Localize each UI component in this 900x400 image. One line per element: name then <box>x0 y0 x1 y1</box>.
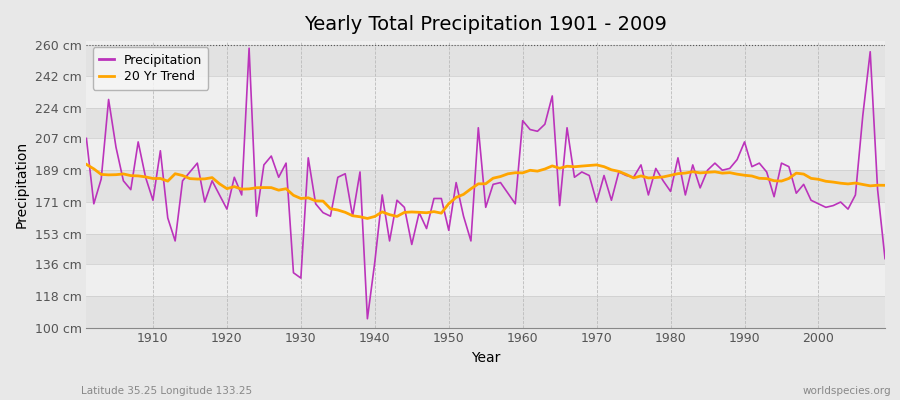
20 Yr Trend <box>518 170 528 175</box>
20 Yr Trend <box>81 162 92 167</box>
Precipitation <box>310 201 321 206</box>
Y-axis label: Precipitation: Precipitation <box>15 141 29 228</box>
Bar <box>86 264 885 296</box>
Line: Precipitation: Precipitation <box>86 48 885 319</box>
20 Yr Trend <box>347 213 358 218</box>
20 Yr Trend <box>140 174 151 179</box>
Line: 20 Yr Trend: 20 Yr Trend <box>86 164 885 218</box>
Precipitation <box>525 127 535 132</box>
Precipitation <box>532 129 543 134</box>
Text: worldspecies.org: worldspecies.org <box>803 386 891 396</box>
Title: Yearly Total Precipitation 1901 - 2009: Yearly Total Precipitation 1901 - 2009 <box>304 15 667 34</box>
Precipitation <box>621 173 632 178</box>
Bar <box>86 234 885 264</box>
20 Yr Trend <box>525 168 535 173</box>
X-axis label: Year: Year <box>471 351 500 365</box>
Bar <box>86 296 885 328</box>
Bar <box>86 170 885 202</box>
Bar <box>86 45 885 76</box>
Precipitation <box>879 256 890 261</box>
Text: Latitude 35.25 Longitude 133.25: Latitude 35.25 Longitude 133.25 <box>81 386 252 396</box>
20 Yr Trend <box>302 196 313 200</box>
Precipitation <box>244 46 255 50</box>
Bar <box>86 202 885 234</box>
Precipitation <box>140 175 151 180</box>
20 Yr Trend <box>614 169 625 174</box>
Bar <box>86 76 885 108</box>
20 Yr Trend <box>879 183 890 188</box>
Precipitation <box>362 316 373 321</box>
Precipitation <box>81 136 92 141</box>
Legend: Precipitation, 20 Yr Trend: Precipitation, 20 Yr Trend <box>93 47 209 90</box>
Bar <box>86 108 885 138</box>
20 Yr Trend <box>362 216 373 221</box>
Bar <box>86 138 885 170</box>
Precipitation <box>355 170 365 174</box>
